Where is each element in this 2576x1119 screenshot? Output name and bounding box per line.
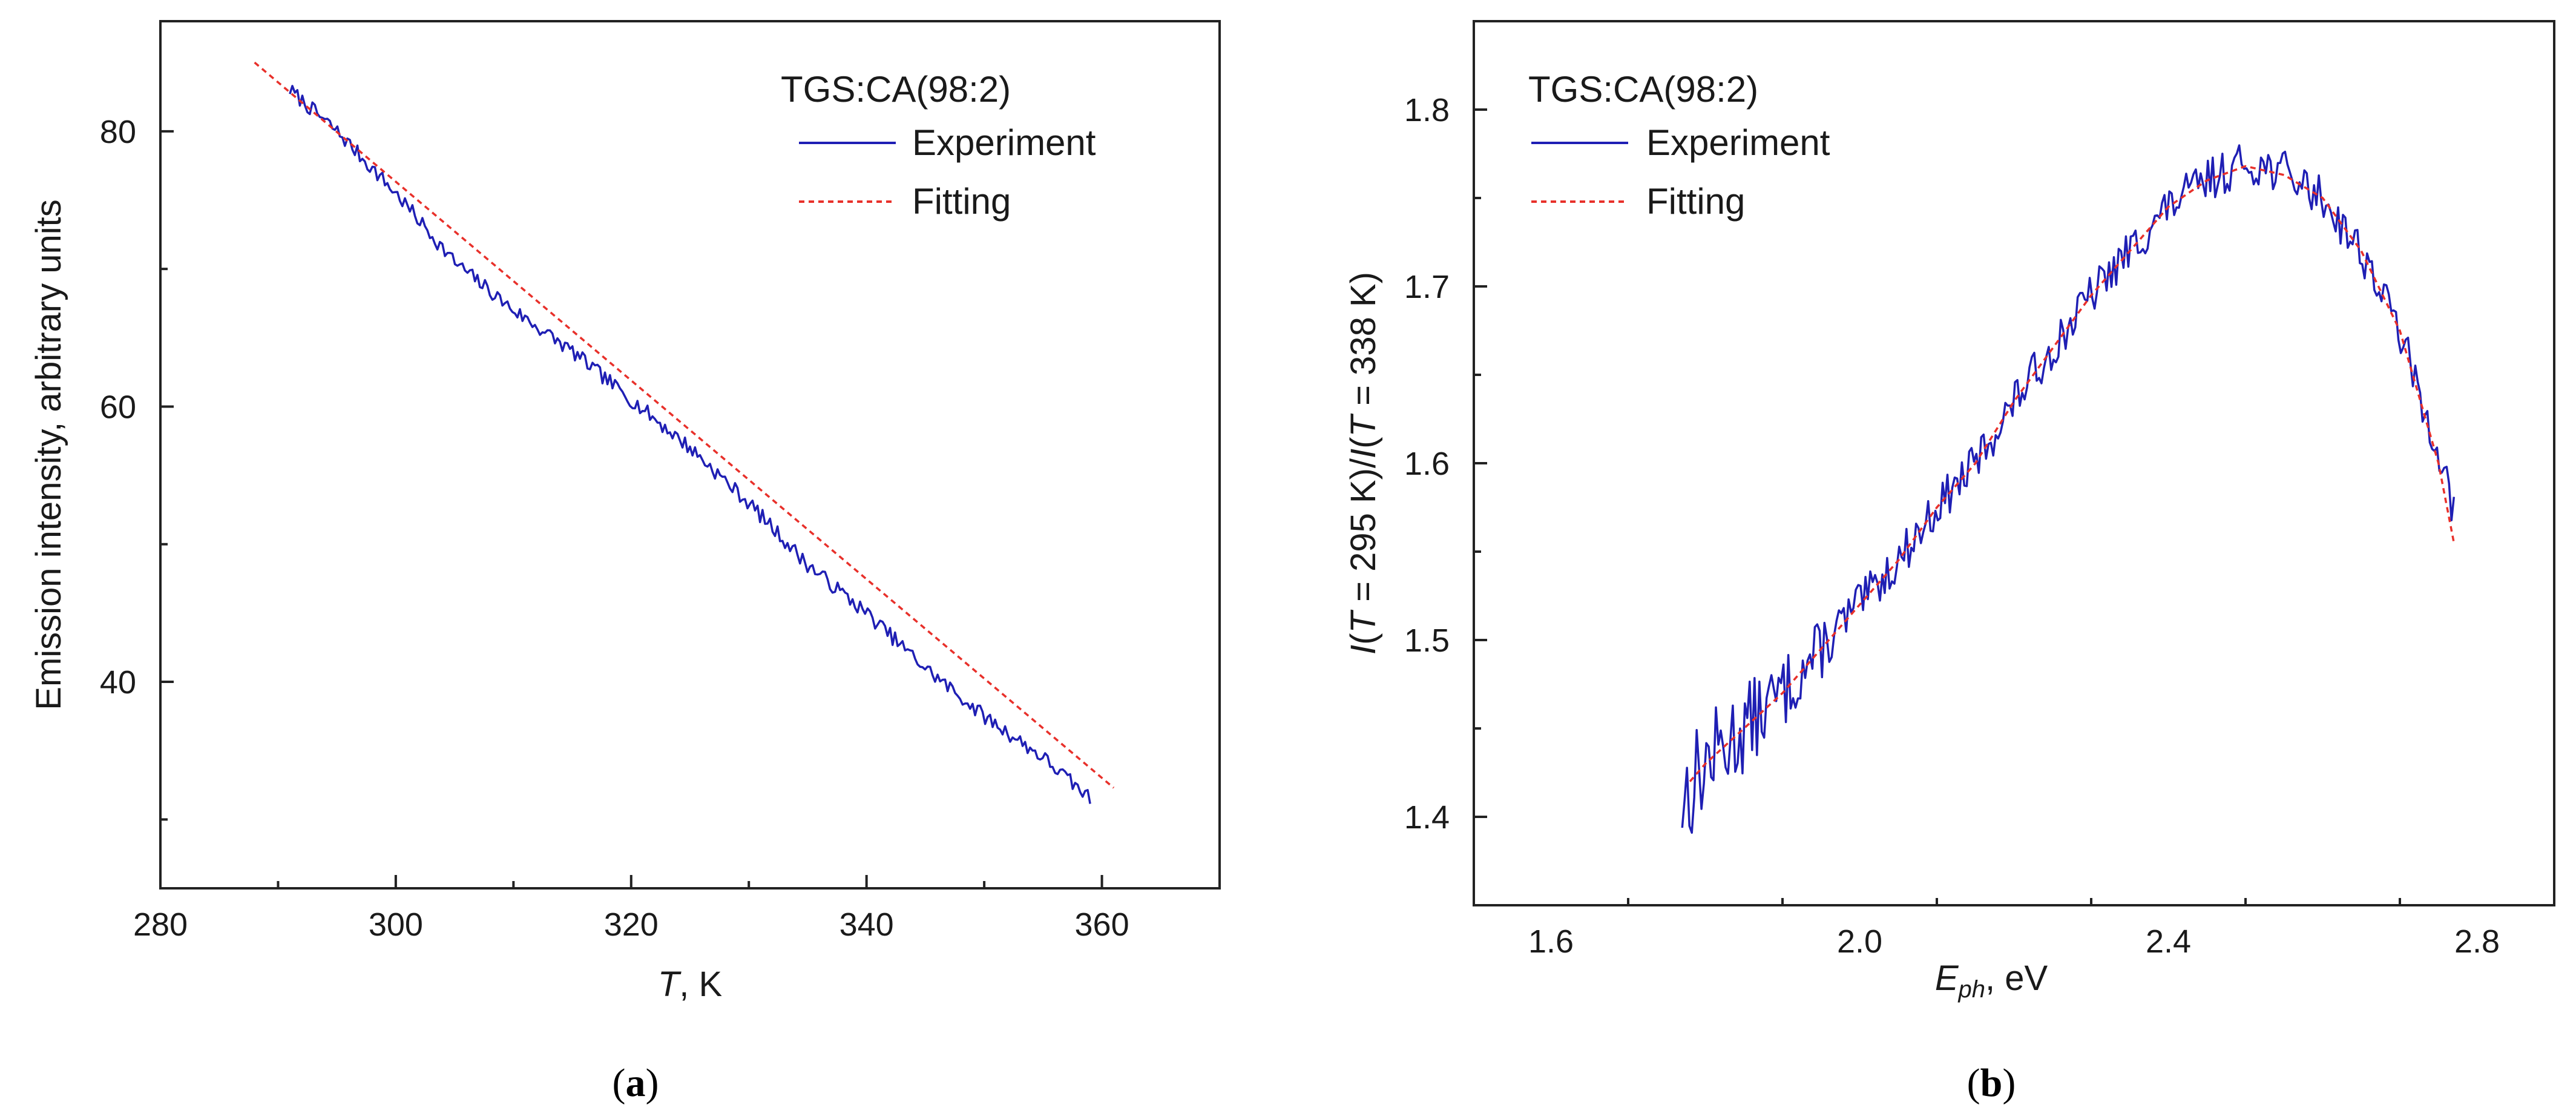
panel-a-legend-title: TGS:CA(98:2) — [781, 69, 1011, 110]
panel-a-legend-experiment-label: Experiment — [912, 122, 1096, 163]
panel-a-y-tick-label: 60 — [100, 389, 136, 425]
panel-b-x-tick-label: 1.6 — [1528, 923, 1574, 960]
panel-b-legend-experiment-label: Experiment — [1646, 122, 1830, 163]
panel-a-x-tick-label: 340 — [840, 906, 894, 943]
panel-b-series-experiment — [1681, 144, 2456, 834]
panel-b-x-tick-label: 2.0 — [1837, 923, 1882, 960]
panel-a-x-tick-label: 360 — [1075, 906, 1129, 943]
panel-b-y-tick-label: 1.6 — [1404, 446, 1450, 482]
panel-b-y-tick-label: 1.4 — [1404, 799, 1450, 836]
panel-a-x-tick-label: 300 — [369, 906, 423, 943]
panel-a-series-fitting — [254, 61, 1115, 789]
panel-b-plot-frame — [1473, 20, 2555, 906]
panel-b-legend-fitting-label: Fitting — [1646, 181, 1745, 222]
panel-a-plot-frame — [159, 20, 1221, 890]
panel-a-x-axis-title: T, K — [658, 965, 723, 1004]
panel-b-y-tick-label: 1.7 — [1404, 269, 1450, 305]
panel-b-series-fitting — [1689, 165, 2456, 782]
panel-b-y-axis-title: I(T = 295 K)/I(T = 338 K) — [1344, 272, 1383, 655]
panel-a-y-axis-title: Emission intensity, arbitrary units — [29, 199, 68, 710]
panel-b-x-tick-label: 2.4 — [2146, 923, 2191, 960]
panel-a-y-tick-label: 40 — [100, 664, 136, 701]
panel-a-x-tick-label: 280 — [133, 906, 188, 943]
panel-b-legend-title: TGS:CA(98:2) — [1528, 69, 1758, 110]
panel-b-chart: 1.6 2.0 2.4 2.8 1.4 1.5 1.6 1.7 1.8 TGS:CA(98:2)… — [1344, 20, 2555, 1105]
panel-a-legend-fitting-label: Fitting — [912, 181, 1011, 222]
panel-b-x-tick-label: 2.8 — [2454, 923, 2500, 960]
panel-b-y-tick-label: 1.8 — [1404, 92, 1450, 128]
panel-b-label: (b) — [1967, 1061, 2016, 1105]
panel-a-y-tick-label: 80 — [100, 114, 136, 150]
panel-a-label: (a) — [613, 1061, 659, 1105]
panel-a-chart: 280 300 320 340 360 40 60 80 TGS:CA(98:2) Exper… — [29, 20, 1221, 1105]
panel-a-x-tick-label: 320 — [604, 906, 659, 943]
panel-b-x-axis-title: Eph, eV — [1935, 959, 2048, 1003]
panel-a-series-experiment — [289, 85, 1091, 804]
panel-b-y-tick-label: 1.5 — [1404, 622, 1450, 659]
